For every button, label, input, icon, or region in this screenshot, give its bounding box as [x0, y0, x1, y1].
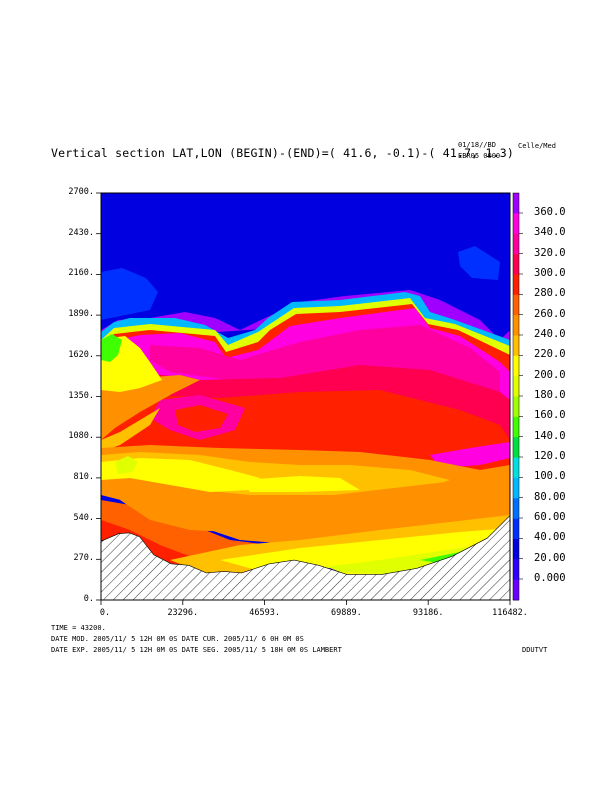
colorbar-segment: [513, 437, 519, 459]
colorbar-segment: [513, 233, 519, 255]
y-tick-label: 0.: [83, 594, 94, 604]
colorbar-label: 240.0: [534, 328, 566, 340]
colorbar-segment: [513, 193, 519, 214]
colorbar-label: 360.0: [534, 206, 566, 218]
colorbar-label: 80.00: [534, 490, 566, 503]
colorbar-segment: [513, 315, 519, 336]
colorbar-label: 280.0: [534, 287, 566, 300]
field-band: [115, 456, 138, 474]
chart-title: Vertical section LAT,LON (BEGIN)-(END)=(…: [51, 146, 515, 160]
x-tick-label: 93186.: [412, 608, 444, 618]
colorbar-segment: [513, 538, 519, 560]
colorbar-label: 0.000: [534, 572, 566, 584]
colorbar-segment: [513, 416, 519, 438]
date-line-1: DATE MOD. 2005/11/ 5 12H 0M 0S DATE CUR.…: [51, 635, 304, 643]
colorbar-label: 320.0: [534, 246, 566, 259]
x-tick-label: 23296.: [167, 608, 199, 618]
colorbar-label: 220.0: [534, 348, 566, 361]
colorbar-frame: [512, 192, 520, 601]
x-tick-label: 46593.: [249, 608, 280, 618]
time-line: TIME = 43200.: [51, 624, 106, 632]
colorbar-segment: [513, 579, 519, 601]
colorbar-label: 180.0: [534, 389, 566, 401]
colorbar-label: 40.00: [534, 531, 566, 544]
colorbar-segment: [513, 396, 519, 418]
colorbar-segment: [513, 335, 519, 357]
colorbar-label: 120.0: [534, 450, 566, 462]
colorbar-label: 300.0: [534, 267, 566, 279]
y-tick-label: 1890.: [68, 309, 94, 320]
units-label: Celle/Med: [518, 142, 556, 150]
footer-code: DDUTVT: [522, 646, 548, 654]
date-code: 01/18//BD: [458, 141, 496, 149]
field-band: [101, 334, 122, 362]
colorbar-segment: [513, 213, 519, 235]
field-band: [101, 458, 260, 492]
y-tick-label: 2160.: [68, 268, 94, 279]
field-band: [101, 408, 160, 452]
colorbar-segment: [513, 477, 519, 499]
colorbar-segment: [513, 274, 519, 296]
colorbar-segment: [513, 518, 519, 540]
x-tick-label: 69889.: [331, 608, 362, 618]
date-line-2: DATE EXP. 2005/11/ 5 12H 0M 0S DATE SEG.…: [51, 646, 342, 654]
colorbar-segment: [513, 498, 519, 520]
colorbar-label: 140.0: [534, 429, 566, 442]
colorbar-label: 340.0: [534, 226, 566, 239]
colorbar-label: 260.0: [534, 307, 566, 320]
y-tick-label: 1080.: [68, 431, 94, 442]
x-tick-label: 116482.: [492, 608, 528, 618]
colorbar-label: 60.00: [534, 511, 566, 523]
colorbar-segment: [513, 294, 519, 316]
colorbar-segment: [513, 376, 519, 397]
y-tick-label: 810.: [73, 471, 94, 482]
x-tick-label: 0.: [99, 608, 111, 618]
field-band: [240, 476, 360, 492]
field-band: [101, 520, 200, 570]
y-tick-label: 2430.: [68, 227, 94, 238]
field-band: [430, 442, 510, 468]
y-tick-label: 2700.: [68, 187, 94, 197]
field-band: [120, 498, 260, 532]
y-tick-label: 1350.: [68, 390, 94, 401]
terrain-hatch: [100, 514, 511, 601]
run-code: EBR05 0000: [458, 152, 501, 160]
field-band: [175, 405, 228, 432]
colorbar-segment: [513, 559, 519, 581]
colorbar-label: 200.0: [534, 368, 566, 381]
colorbar-label: 100.0: [534, 470, 566, 483]
colorbar-label: 160.0: [534, 409, 566, 422]
y-tick-label: 270.: [73, 553, 94, 564]
field-band: [458, 246, 500, 280]
colorbar-segment: [513, 355, 519, 377]
field-band: [101, 268, 158, 320]
y-tick-label: 540.: [73, 512, 94, 523]
colorbar-segment: [513, 457, 519, 479]
field-band: [101, 375, 200, 440]
y-tick-label: 1620.: [68, 349, 94, 360]
colorbar-segment: [513, 254, 519, 275]
colorbar-label: 20.00: [534, 551, 566, 564]
